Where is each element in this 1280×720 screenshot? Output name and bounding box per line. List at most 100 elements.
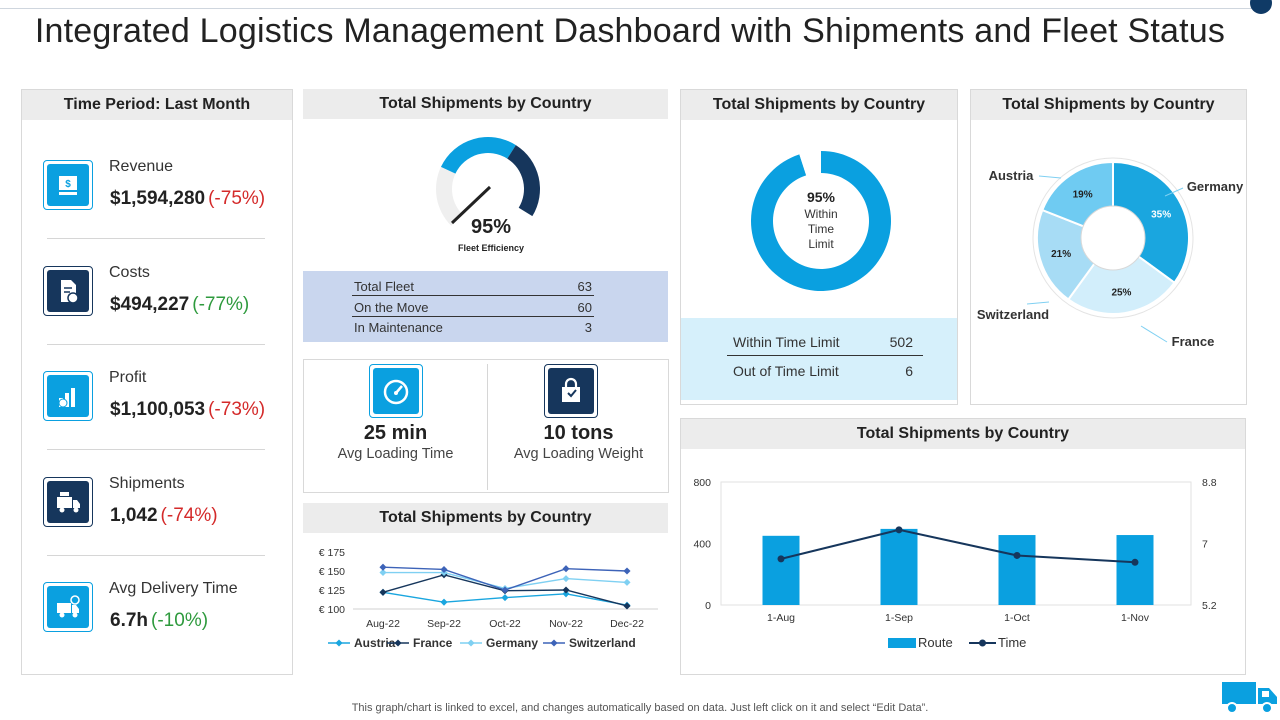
combo-legend-route: Route: [918, 635, 953, 650]
pie-callout-line: [1140, 325, 1168, 343]
pie-callout-label: France: [1172, 334, 1215, 349]
kpi-label: Profit: [109, 369, 147, 386]
loading-weight-label: Avg Loading Weight: [513, 446, 644, 462]
pie-slice-austria: [1041, 160, 1114, 228]
gauge-segment-light: [440, 137, 516, 174]
kpi-value-row: $1,594,280 (-75%): [110, 188, 265, 210]
title-divider: [0, 8, 1255, 9]
kpi-icon-box: [43, 265, 93, 316]
donut-pct: 95%: [806, 189, 836, 205]
kpi-separator: [47, 343, 265, 345]
costs-icon: [61, 279, 79, 304]
time-row: Within Time Limit 502: [727, 330, 923, 356]
loading-panel: 25 min Avg Loading Time 10 tons Avg Load…: [303, 359, 669, 493]
fleet-panel-header: Total Shipments by Country: [303, 89, 668, 119]
kpi-panel: Time Period: Last Month $ Revenue $1,594,2…: [21, 89, 293, 675]
donut-line3: Limit: [808, 237, 834, 251]
line-point: [562, 590, 570, 598]
shopping-bag-icon: [562, 377, 580, 402]
pie-pct-label: 35%: [1151, 209, 1171, 220]
page-title: Integrated Logistics Management Dashboar…: [34, 12, 1226, 50]
kpi-value-row: 6.7h (-10%): [110, 610, 208, 632]
pie-callout-label: Austria: [989, 168, 1035, 183]
time-row: Out of Time Limit 6: [727, 359, 923, 385]
loading-time-value: 25 min: [363, 422, 428, 444]
fleet-table: Total Fleet 63 On the Move 60 In Maintenance…: [303, 271, 668, 342]
fleet-gauge-chart: [436, 137, 540, 226]
combo-xtick: 1-Aug: [767, 612, 795, 624]
combo-time-point: [1131, 558, 1139, 566]
truck-icon: [1222, 682, 1277, 714]
line-legend-label: Germany: [486, 636, 538, 650]
gauge-arcs: [436, 137, 540, 226]
time-row-label: Out of Time Limit: [733, 363, 839, 379]
time-row-label: Within Time Limit: [733, 334, 840, 350]
line-point: [562, 586, 570, 594]
fleet-row: In Maintenance 3: [352, 317, 594, 337]
pie-callout-label: Switzerland: [977, 307, 1049, 322]
line-point: [623, 567, 631, 575]
pie-pct-label: 25%: [1111, 287, 1131, 298]
legend-route-swatch: [888, 638, 916, 648]
country-pie-chart: 35% 25% 21% 19% Austria Germany Switzerland Fra…: [977, 157, 1244, 349]
fleet-row-label: Total Fleet: [354, 279, 414, 294]
time-donut-arcs: [751, 151, 891, 291]
kpi-panel-header: Time Period: Last Month: [22, 90, 292, 120]
country-pie-header: Total Shipments by Country: [971, 90, 1246, 120]
line-xtick: Nov-22: [549, 618, 583, 630]
revenue-icon: $: [59, 176, 77, 195]
combo-ytick-left: 800: [693, 477, 711, 489]
kpi-icon-box: [43, 371, 93, 421]
kpi-value-row: $1,100,053 (-73%): [110, 399, 265, 421]
combo-xtick: 1-Sep: [885, 612, 913, 624]
line-ytick: € 125: [319, 585, 345, 597]
combo-chart-panel: Total Shipments by Country 0 400 800 5.2 7 8.…: [680, 418, 1246, 675]
time-row-value: 6: [905, 363, 913, 379]
kpi-separator: [47, 449, 265, 450]
kpi-change: (-77%): [192, 293, 250, 315]
line-point: [562, 565, 570, 573]
combo-bar: [998, 535, 1036, 605]
fleet-row-value: 63: [577, 279, 592, 294]
fleet-row: Total Fleet 63: [352, 276, 594, 296]
kpi-change: (-10%): [151, 610, 209, 631]
kpi-value: $494,227: [110, 293, 190, 315]
kpi-icon-box: [43, 476, 93, 527]
line-chart-panel: Total Shipments by Country € 100 € 125 € 1…: [303, 503, 668, 675]
kpi-value: $1,100,053: [110, 399, 206, 420]
pie-callout-line: [1038, 175, 1062, 179]
line-xtick: Dec-22: [610, 618, 644, 630]
fleet-row-label: In Maintenance: [354, 320, 443, 335]
line-point: [501, 594, 509, 602]
country-pie-panel: Total Shipments by Country 35% 25% 21% 19% A…: [970, 89, 1247, 405]
kpi-label: Revenue: [109, 158, 174, 175]
gauge-segment-dark: [507, 145, 540, 217]
donut-slice-0: [751, 151, 891, 291]
time-limit-donut: [751, 151, 891, 291]
delivery-truck-icon: [57, 595, 80, 618]
kpi-label: Avg Delivery Time: [109, 580, 238, 597]
combo-xtick: 1-Oct: [1004, 612, 1030, 624]
line-ytick: € 100: [319, 604, 345, 616]
line-legend-label: France: [413, 636, 453, 650]
line-point: [562, 575, 570, 583]
shipments-icon: [57, 491, 80, 512]
fleet-panel: Total Shipments by Country 95% Fleet Eff…: [303, 89, 668, 352]
combo-ytick-right: 5.2: [1202, 600, 1217, 612]
gauge-track: [436, 166, 463, 226]
footer-note: This graph/chart is linked to excel, and…: [351, 702, 929, 714]
legend-marker: [550, 639, 558, 647]
pie-slice-switzerland: [1036, 208, 1097, 301]
loading-time-label: Avg Loading Time: [337, 446, 454, 462]
kpi-value-row: 1,042 (-74%): [110, 505, 218, 527]
loading-divider: [487, 364, 488, 490]
legend-marker: [394, 639, 402, 647]
combo-bar: [880, 528, 918, 605]
pie-pct-label: 21%: [1051, 249, 1071, 260]
line-ytick: € 175: [319, 547, 345, 559]
pie-slice-germany: [1112, 160, 1190, 285]
combo-time-point: [777, 555, 785, 563]
combo-time-point: [895, 526, 903, 534]
donut-slice-1: [799, 151, 821, 176]
kpi-icon-box: [43, 582, 93, 632]
